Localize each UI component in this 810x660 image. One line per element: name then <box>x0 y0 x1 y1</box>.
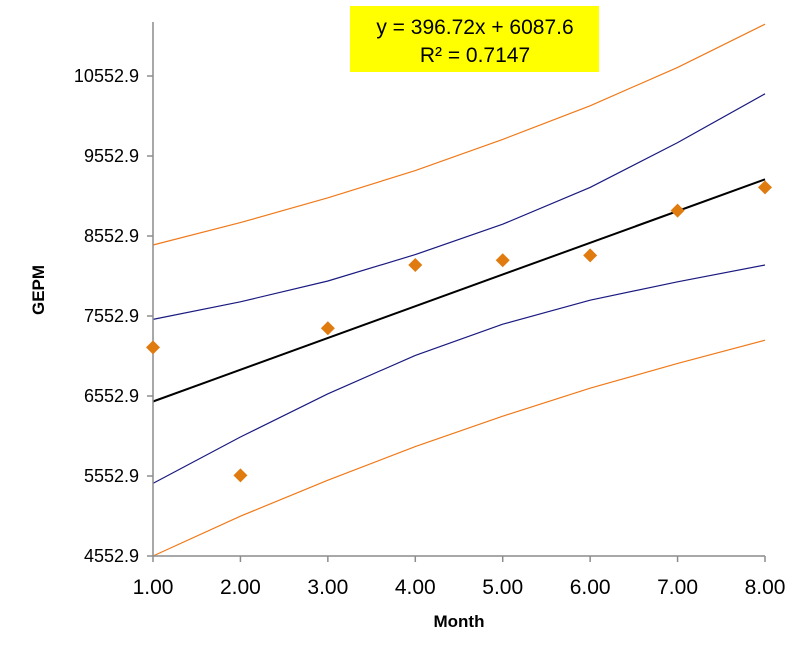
x-tick-label: 2.00 <box>220 576 261 599</box>
equation-text: y = 396.72x + 6087.6 <box>376 16 573 39</box>
data-point-8 <box>758 180 772 195</box>
x-tick-label: 8.00 <box>745 576 786 599</box>
data-point-3 <box>320 321 335 336</box>
x-tick-label: 5.00 <box>482 576 523 599</box>
y-tick-label: 7552.9 <box>84 306 139 326</box>
equation-background <box>350 6 599 72</box>
series-lines <box>152 23 766 557</box>
tick-labels: 1.00 2.00 3.00 4.00 5.00 6.00 7.00 8.00 4552.9 55… <box>74 66 786 599</box>
confidence-lower-line <box>152 264 766 484</box>
data-point-2 <box>233 468 248 483</box>
x-axis-title: Month <box>434 612 485 631</box>
y-tick-label: 4552.9 <box>84 546 139 566</box>
data-point-6 <box>583 248 598 263</box>
data-point-5 <box>495 253 510 268</box>
y-axis-title: GEPM <box>29 265 48 315</box>
x-tick-label: 6.00 <box>570 576 611 599</box>
x-tick-label: 7.00 <box>657 576 698 599</box>
r-squared-text: R² = 0.7147 <box>420 44 530 67</box>
x-tick-label: 4.00 <box>395 576 436 599</box>
x-tick-label: 3.00 <box>307 576 348 599</box>
trendline-line <box>152 178 766 403</box>
y-tick-label: 10552.9 <box>74 66 139 86</box>
confidence-upper-line <box>152 93 766 320</box>
y-tick-label: 8552.9 <box>84 226 139 246</box>
x-tick-label: 1.00 <box>133 576 174 599</box>
y-tick-label: 6552.9 <box>84 386 139 406</box>
y-tick-label: 9552.9 <box>84 146 139 166</box>
data-point-7 <box>670 203 685 218</box>
prediction-upper-line <box>152 23 766 246</box>
axes <box>152 22 765 557</box>
equation-box: y = 396.72x + 6087.6 R² = 0.7147 <box>350 6 599 72</box>
y-tick-label: 5552.9 <box>84 466 139 486</box>
data-points <box>146 180 772 483</box>
data-point-4 <box>408 258 423 273</box>
prediction-lower-line <box>152 339 766 557</box>
tick-marks <box>147 75 766 562</box>
data-point-1 <box>146 340 160 355</box>
